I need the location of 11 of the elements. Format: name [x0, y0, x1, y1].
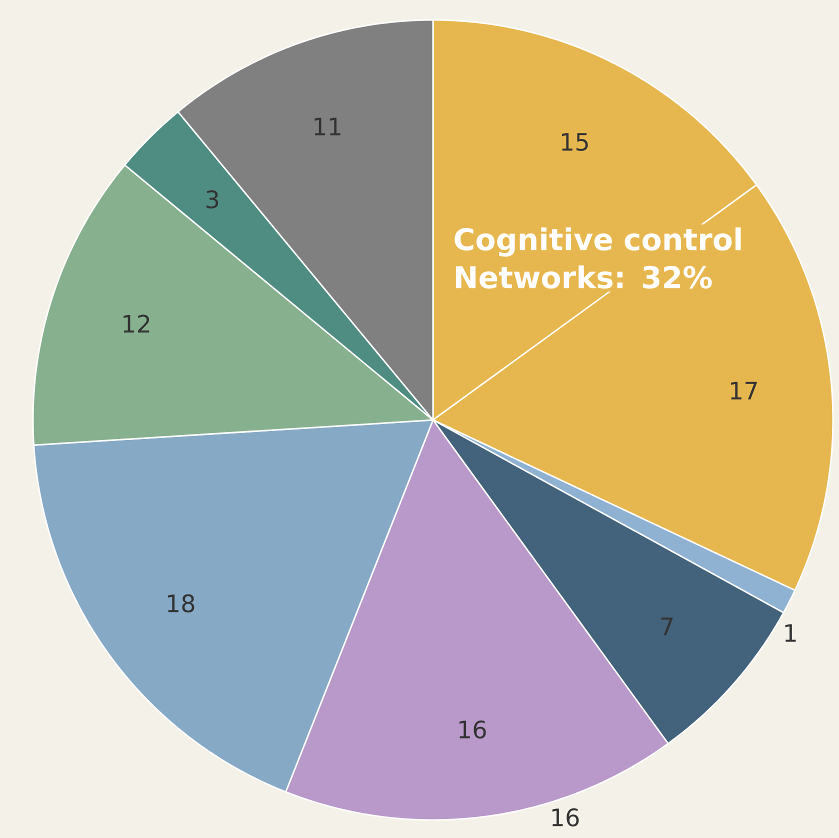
data-label: 3 — [206, 190, 218, 208]
data-label: 12 — [124, 314, 150, 332]
data-label: 17 — [730, 382, 757, 400]
data-label: 11 — [314, 118, 340, 136]
data-label: 16 — [459, 720, 486, 739]
text: 16 — [552, 808, 579, 826]
data-label: 15 — [562, 133, 588, 151]
data-label: 1 — [785, 624, 796, 642]
data-label: 7 — [661, 618, 673, 636]
text: Cognitive control Networks: 32% — [454, 227, 741, 289]
data-label: 18 — [168, 594, 194, 612]
